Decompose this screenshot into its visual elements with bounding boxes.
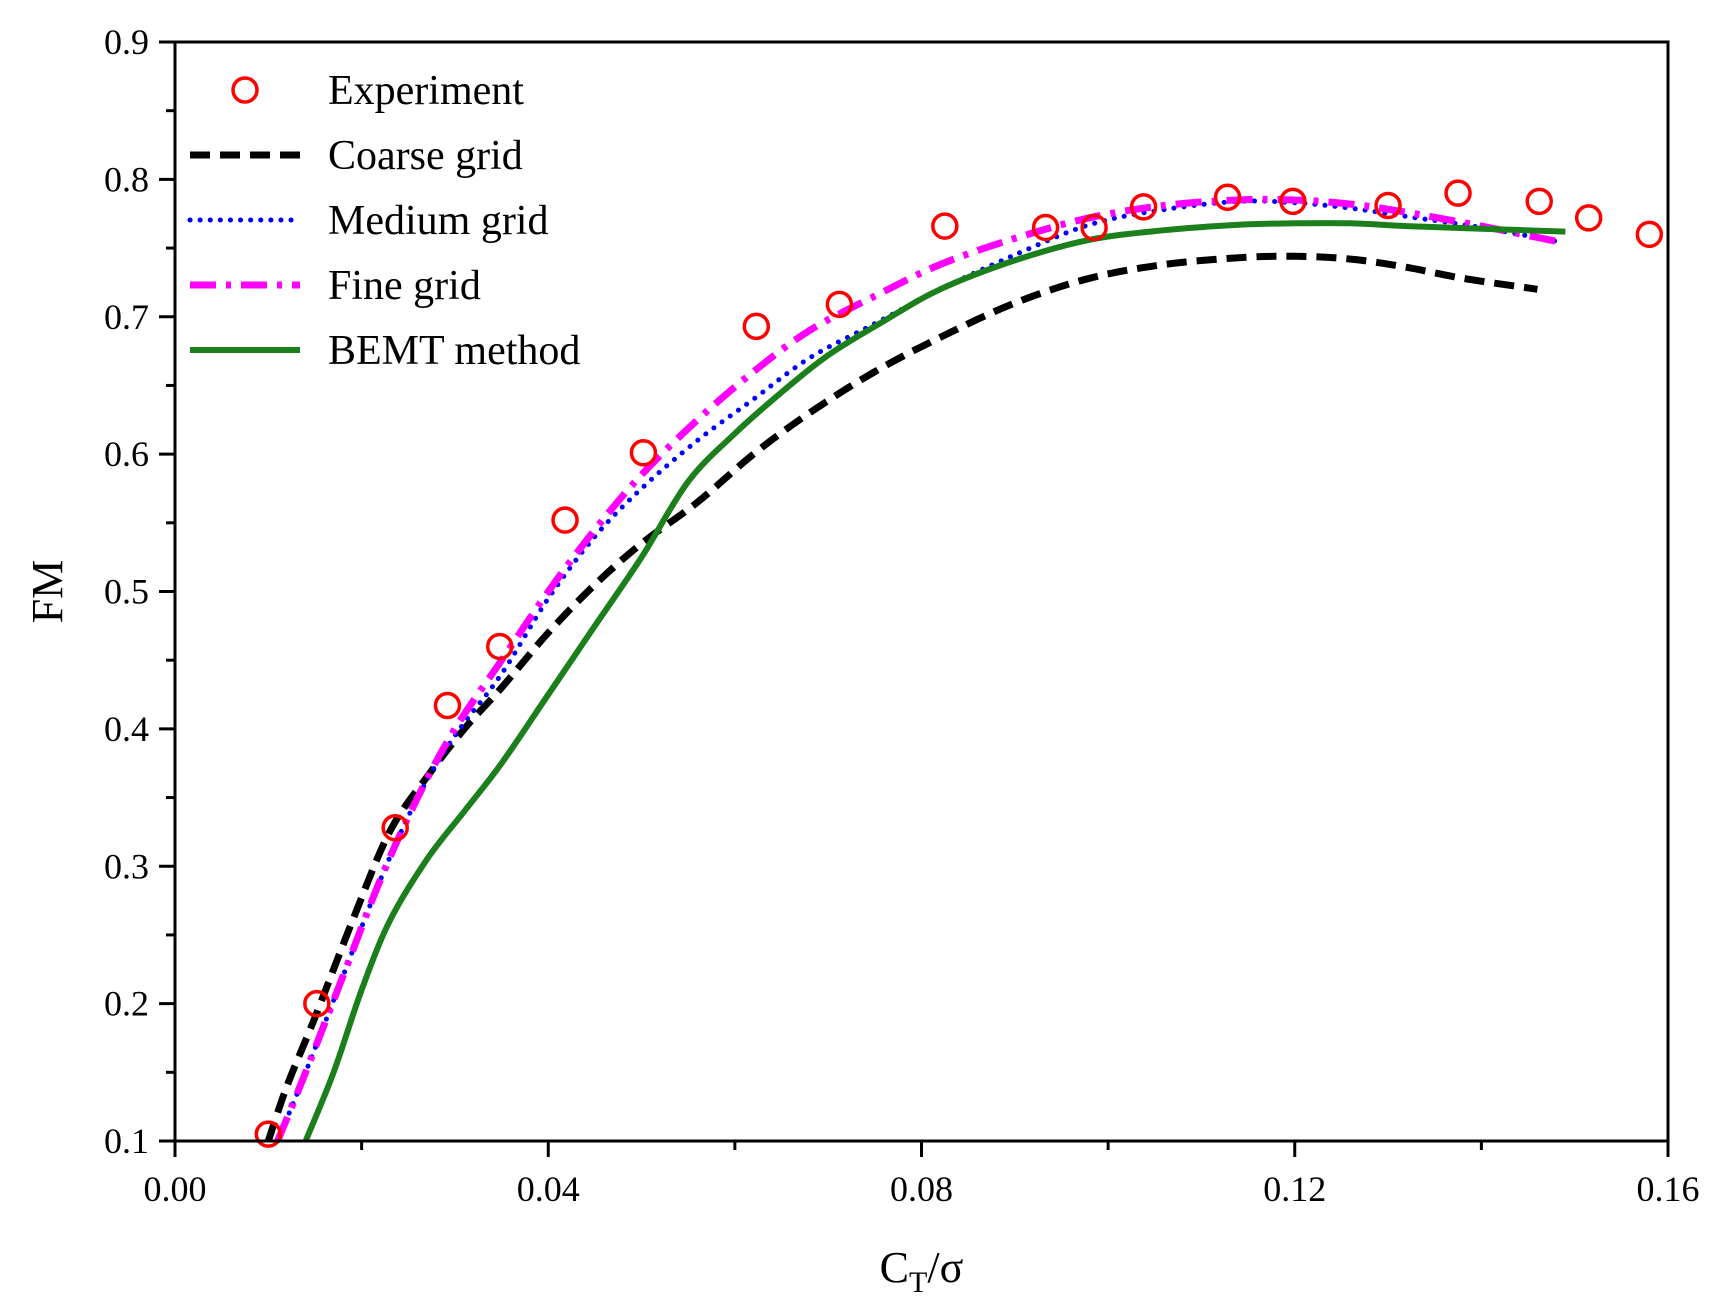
experiment-marker	[1213, 183, 1242, 211]
legend-label: Coarse grid	[328, 133, 523, 179]
ticks-layer	[159, 40, 1670, 1157]
x-tick-label: 0.00	[144, 1169, 207, 1209]
legend-entry-coarse-grid: Coarse grid	[190, 133, 523, 179]
x-axis-title-subscript: T	[909, 1266, 927, 1299]
experiment-marker	[1525, 187, 1553, 216]
bemt-method-line	[302, 220, 1566, 1143]
experiment-marker	[931, 212, 959, 240]
x-axis-title: CT/σ	[880, 1243, 964, 1299]
experiment-marker	[1031, 213, 1060, 242]
legend-marker	[231, 76, 259, 104]
markers-layer	[254, 179, 1664, 1148]
legend: Experiment Coarse grid Medium grid Fine gri…	[187, 68, 580, 374]
legend-label: Fine grid	[328, 263, 481, 309]
legend-label: Experiment	[328, 68, 524, 114]
legend-entry-experiment: Experiment	[231, 68, 524, 114]
y-tick-label: 0.9	[104, 22, 149, 62]
legend-label: BEMT method	[328, 328, 580, 374]
x-tick-label: 0.16	[1637, 1169, 1700, 1209]
y-tick-label: 0.1	[104, 1121, 149, 1161]
y-tick-label: 0.3	[104, 846, 149, 886]
experiment-marker	[1574, 204, 1603, 232]
legend-entry-fine-grid: Fine grid	[190, 263, 481, 309]
x-axis-title-main: C	[880, 1243, 909, 1292]
y-tick-label: 0.2	[104, 984, 149, 1024]
x-tick-label: 0.12	[1263, 1169, 1326, 1209]
experiment-marker	[742, 312, 771, 341]
y-tick-label: 0.7	[104, 297, 149, 337]
experiment-marker	[303, 989, 331, 1018]
coarse-grid-line	[264, 252, 1538, 1143]
x-axis-title-rest: /σ	[927, 1243, 963, 1292]
tick-labels-layer: 0.00 0.04 0.08 0.12 0.16 0.1 0.2 0.3 0.4 0.5 0.6 0.…	[104, 22, 1700, 1209]
experiment-marker	[629, 439, 658, 467]
y-tick-label: 0.8	[104, 159, 149, 199]
experiment-marker	[1374, 191, 1402, 220]
y-tick-label: 0.4	[104, 709, 149, 749]
experiment-marker	[1279, 187, 1307, 216]
x-tick-label: 0.04	[517, 1169, 580, 1209]
experiment-marker	[433, 691, 462, 720]
y-axis-title: FM	[23, 560, 72, 624]
legend-label: Medium grid	[328, 198, 548, 244]
y-tick-label: 0.5	[104, 572, 149, 612]
experiment-marker	[1080, 213, 1108, 242]
experiment-marker	[1444, 179, 1472, 207]
experiment-marker	[1129, 193, 1158, 221]
experiment-marker	[254, 1120, 283, 1148]
experiment-marker	[825, 290, 854, 319]
legend-entry-medium-grid: Medium grid	[187, 198, 548, 244]
experiment-marker	[1635, 220, 1664, 249]
y-tick-label: 0.6	[104, 434, 149, 474]
experiment-marker	[485, 632, 514, 661]
x-tick-label: 0.08	[890, 1169, 953, 1209]
experiment-marker	[551, 506, 579, 534]
experiment-marker	[381, 814, 409, 842]
legend-entry-bemt-method: BEMT method	[190, 328, 580, 374]
